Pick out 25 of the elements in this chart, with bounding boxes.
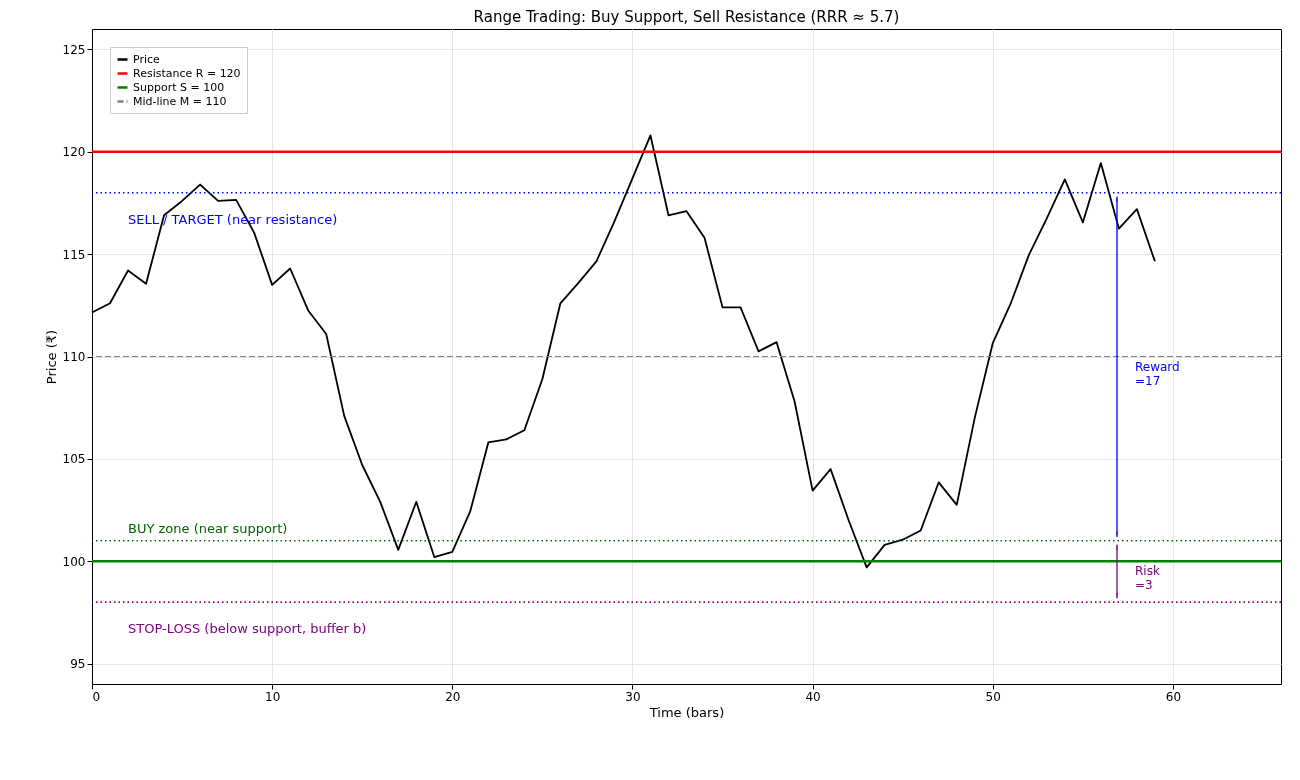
x-tick-label: 40 (805, 689, 821, 704)
y-tick-label: 110 (62, 350, 86, 364)
y-tick-label: 95 (70, 657, 86, 672)
y-tick-label: 100 (62, 554, 86, 569)
x-tick-label: 60 (1165, 689, 1182, 704)
x-tick-label: 10 (265, 689, 281, 704)
annotation: BUY zone (near support) (128, 520, 288, 536)
y-tick-label: 115 (62, 247, 86, 262)
legend-label: Resistance R = 120 (133, 66, 241, 80)
y-axis-title: Price (₹) (43, 329, 59, 385)
annotation: Risk =3 (1135, 564, 1160, 593)
y-tick-label: 125 (62, 42, 86, 57)
annotation: Reward =17 (1135, 359, 1180, 388)
x-tick-label: 0 (92, 689, 101, 704)
annotation: STOP-LOSS (below support, buffer b) (128, 621, 367, 637)
legend-label: Price (133, 52, 161, 66)
x-tick-label: 50 (985, 689, 1001, 704)
chart-title: Range Trading: Buy Support, Sell Resistance (RRR ≈ 5.7) (473, 8, 900, 26)
y-tick-label: 120 (62, 145, 86, 160)
x-tick-label: 20 (445, 689, 461, 704)
y-tick-label: 105 (62, 452, 86, 467)
x-tick-label: 30 (625, 689, 641, 704)
legend-label: Support S = 100 (133, 80, 225, 94)
x-axis-title: Time (bars) (648, 704, 725, 720)
legend-label: Mid-line M = 110 (133, 94, 227, 108)
